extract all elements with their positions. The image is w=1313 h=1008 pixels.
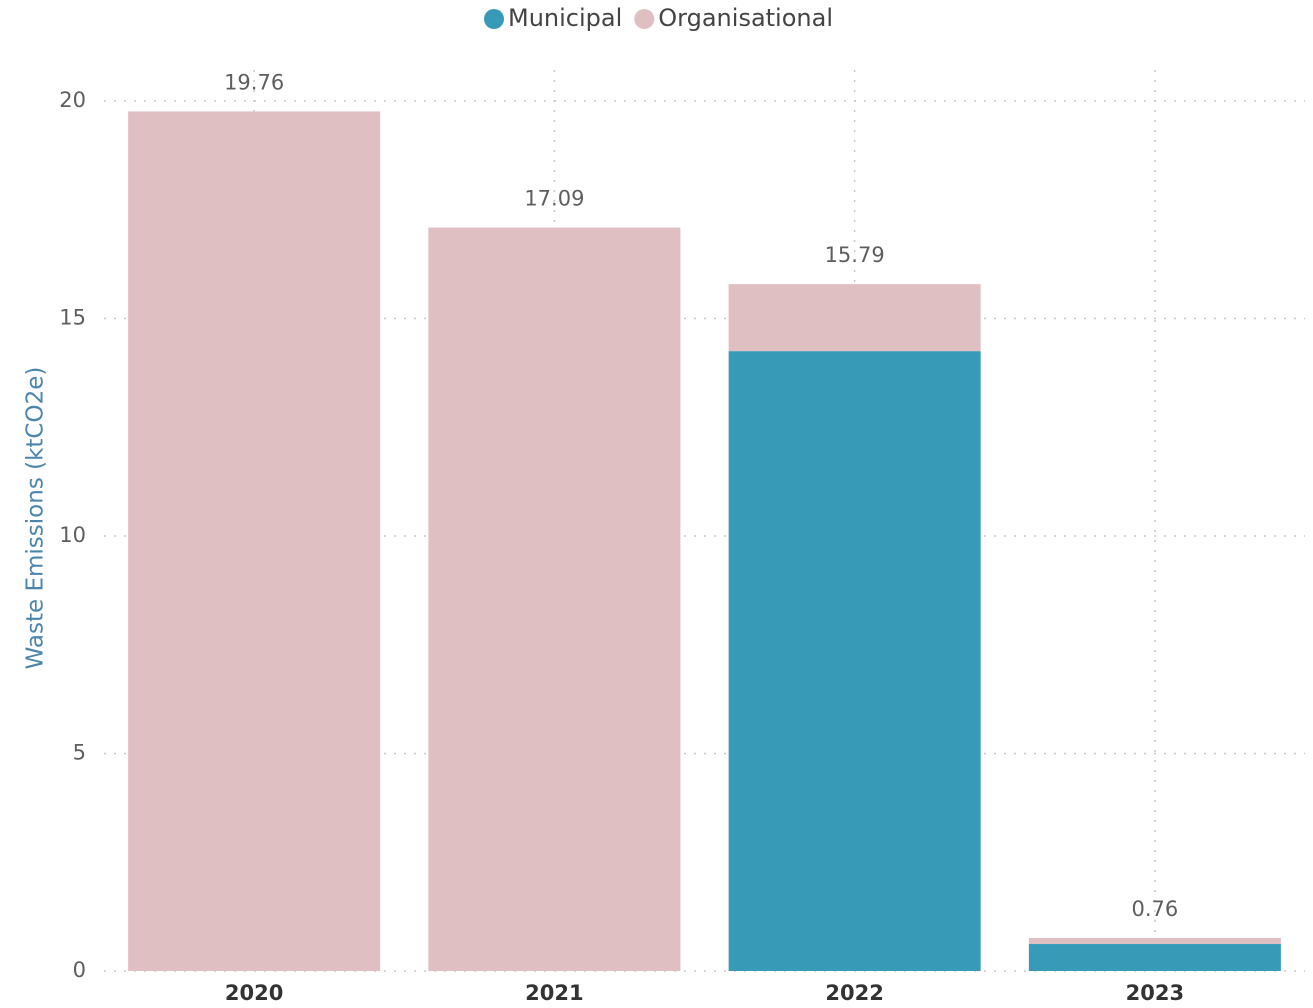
legend-label: Municipal [508, 4, 622, 32]
bar-segment [1028, 944, 1281, 971]
bar-segment [728, 351, 981, 971]
bar-segment [428, 227, 681, 971]
legend-label: Organisational [658, 4, 833, 32]
data-label: 15.79 [825, 243, 885, 267]
legend-marker [484, 9, 504, 29]
y-tick-label: 20 [59, 88, 86, 112]
data-label: 0.76 [1131, 897, 1178, 921]
x-tick-label: 2022 [825, 981, 883, 1005]
data-label: 19.76 [224, 70, 284, 94]
y-axis-label: Waste Emissions (ktCO2e) [23, 367, 49, 670]
y-tick-label: 0 [73, 958, 86, 982]
y-tick-label: 5 [73, 741, 86, 765]
y-tick-label: 15 [59, 306, 86, 330]
y-tick-label: 10 [59, 523, 86, 547]
x-tick-label: 2021 [525, 981, 583, 1005]
x-tick-label: 2023 [1126, 981, 1184, 1005]
bar-segment [128, 111, 381, 971]
legend-marker [634, 9, 655, 29]
bar-segment [728, 284, 981, 352]
bar-segment [1028, 937, 1281, 945]
x-tick-label: 2020 [225, 981, 283, 1005]
data-label: 17.09 [524, 187, 584, 211]
